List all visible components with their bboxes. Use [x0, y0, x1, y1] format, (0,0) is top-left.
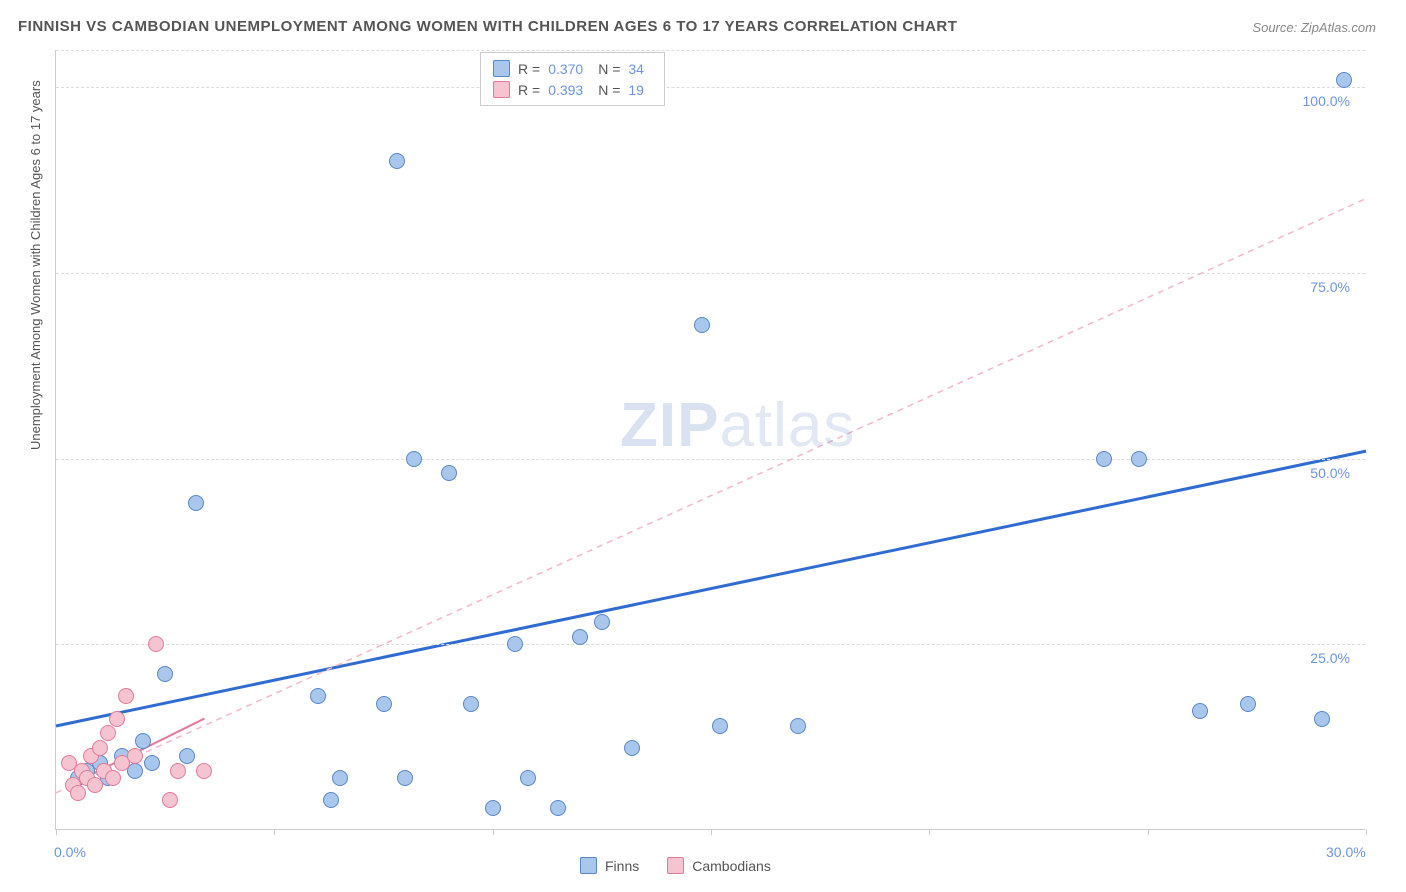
data-point: [1192, 703, 1208, 719]
source-credit: Source: ZipAtlas.com: [1252, 20, 1376, 35]
stats-legend-row: R = 0.393 N = 19: [493, 79, 652, 100]
data-point: [105, 770, 121, 786]
data-point: [520, 770, 536, 786]
data-point: [179, 748, 195, 764]
r-label: R =: [518, 61, 540, 77]
legend-swatch: [667, 857, 684, 874]
legend-item: Cambodians: [667, 857, 771, 874]
legend-label: Finns: [605, 858, 639, 874]
data-point: [594, 614, 610, 630]
gridline: [56, 459, 1365, 460]
gridline: [56, 644, 1365, 645]
x-tick-label: 30.0%: [1326, 844, 1366, 860]
legend-swatch: [493, 81, 510, 98]
data-point: [463, 696, 479, 712]
series-legend: Finns Cambodians: [580, 857, 771, 874]
data-point: [485, 800, 501, 816]
y-axis-label: Unemployment Among Women with Children A…: [28, 80, 43, 450]
data-point: [1131, 451, 1147, 467]
data-point: [550, 800, 566, 816]
data-point: [1336, 72, 1352, 88]
data-point: [1314, 711, 1330, 727]
legend-swatch: [580, 857, 597, 874]
x-tick: [1148, 829, 1149, 835]
x-tick: [929, 829, 930, 835]
data-point: [406, 451, 422, 467]
x-tick: [274, 829, 275, 835]
data-point: [70, 785, 86, 801]
legend-item: Finns: [580, 857, 639, 874]
n-value: 34: [628, 61, 652, 77]
data-point: [441, 465, 457, 481]
y-tick-label: 50.0%: [1310, 465, 1350, 481]
data-point: [694, 317, 710, 333]
data-point: [1096, 451, 1112, 467]
n-value: 19: [628, 82, 652, 98]
y-tick-label: 25.0%: [1310, 650, 1350, 666]
trend-line: [56, 451, 1366, 726]
data-point: [162, 792, 178, 808]
data-point: [332, 770, 348, 786]
data-point: [712, 718, 728, 734]
y-tick-label: 75.0%: [1310, 279, 1350, 295]
r-label: R =: [518, 82, 540, 98]
data-point: [1240, 696, 1256, 712]
data-point: [624, 740, 640, 756]
y-tick-label: 100.0%: [1303, 93, 1350, 109]
n-label: N =: [598, 61, 620, 77]
data-point: [170, 763, 186, 779]
data-point: [144, 755, 160, 771]
x-tick: [711, 829, 712, 835]
legend-label: Cambodians: [692, 858, 771, 874]
data-point: [196, 763, 212, 779]
x-tick: [493, 829, 494, 835]
data-point: [87, 777, 103, 793]
data-point: [389, 153, 405, 169]
r-value: 0.370: [548, 61, 590, 77]
gridline: [56, 50, 1365, 51]
x-tick: [1366, 829, 1367, 835]
x-tick: [56, 829, 57, 835]
data-point: [118, 688, 134, 704]
data-point: [135, 733, 151, 749]
data-point: [100, 725, 116, 741]
data-point: [790, 718, 806, 734]
trend-line: [56, 199, 1366, 793]
data-point: [507, 636, 523, 652]
data-point: [376, 696, 392, 712]
data-point: [127, 748, 143, 764]
source-label: Source:: [1252, 20, 1297, 35]
data-point: [323, 792, 339, 808]
r-value: 0.393: [548, 82, 590, 98]
chart-plot-area: 25.0%50.0%75.0%100.0%0.0%30.0%: [55, 50, 1365, 830]
source-value: ZipAtlas.com: [1301, 20, 1376, 35]
data-point: [310, 688, 326, 704]
stats-legend-row: R = 0.370 N = 34: [493, 58, 652, 79]
data-point: [572, 629, 588, 645]
gridline: [56, 87, 1365, 88]
data-point: [148, 636, 164, 652]
stats-legend: R = 0.370 N = 34 R = 0.393 N = 19: [480, 52, 665, 106]
chart-title: FINNISH VS CAMBODIAN UNEMPLOYMENT AMONG …: [18, 18, 957, 35]
data-point: [157, 666, 173, 682]
legend-swatch: [493, 60, 510, 77]
x-tick-label: 0.0%: [54, 844, 86, 860]
data-point: [397, 770, 413, 786]
data-point: [92, 740, 108, 756]
n-label: N =: [598, 82, 620, 98]
trend-lines-layer: [56, 50, 1365, 829]
data-point: [188, 495, 204, 511]
gridline: [56, 273, 1365, 274]
data-point: [109, 711, 125, 727]
